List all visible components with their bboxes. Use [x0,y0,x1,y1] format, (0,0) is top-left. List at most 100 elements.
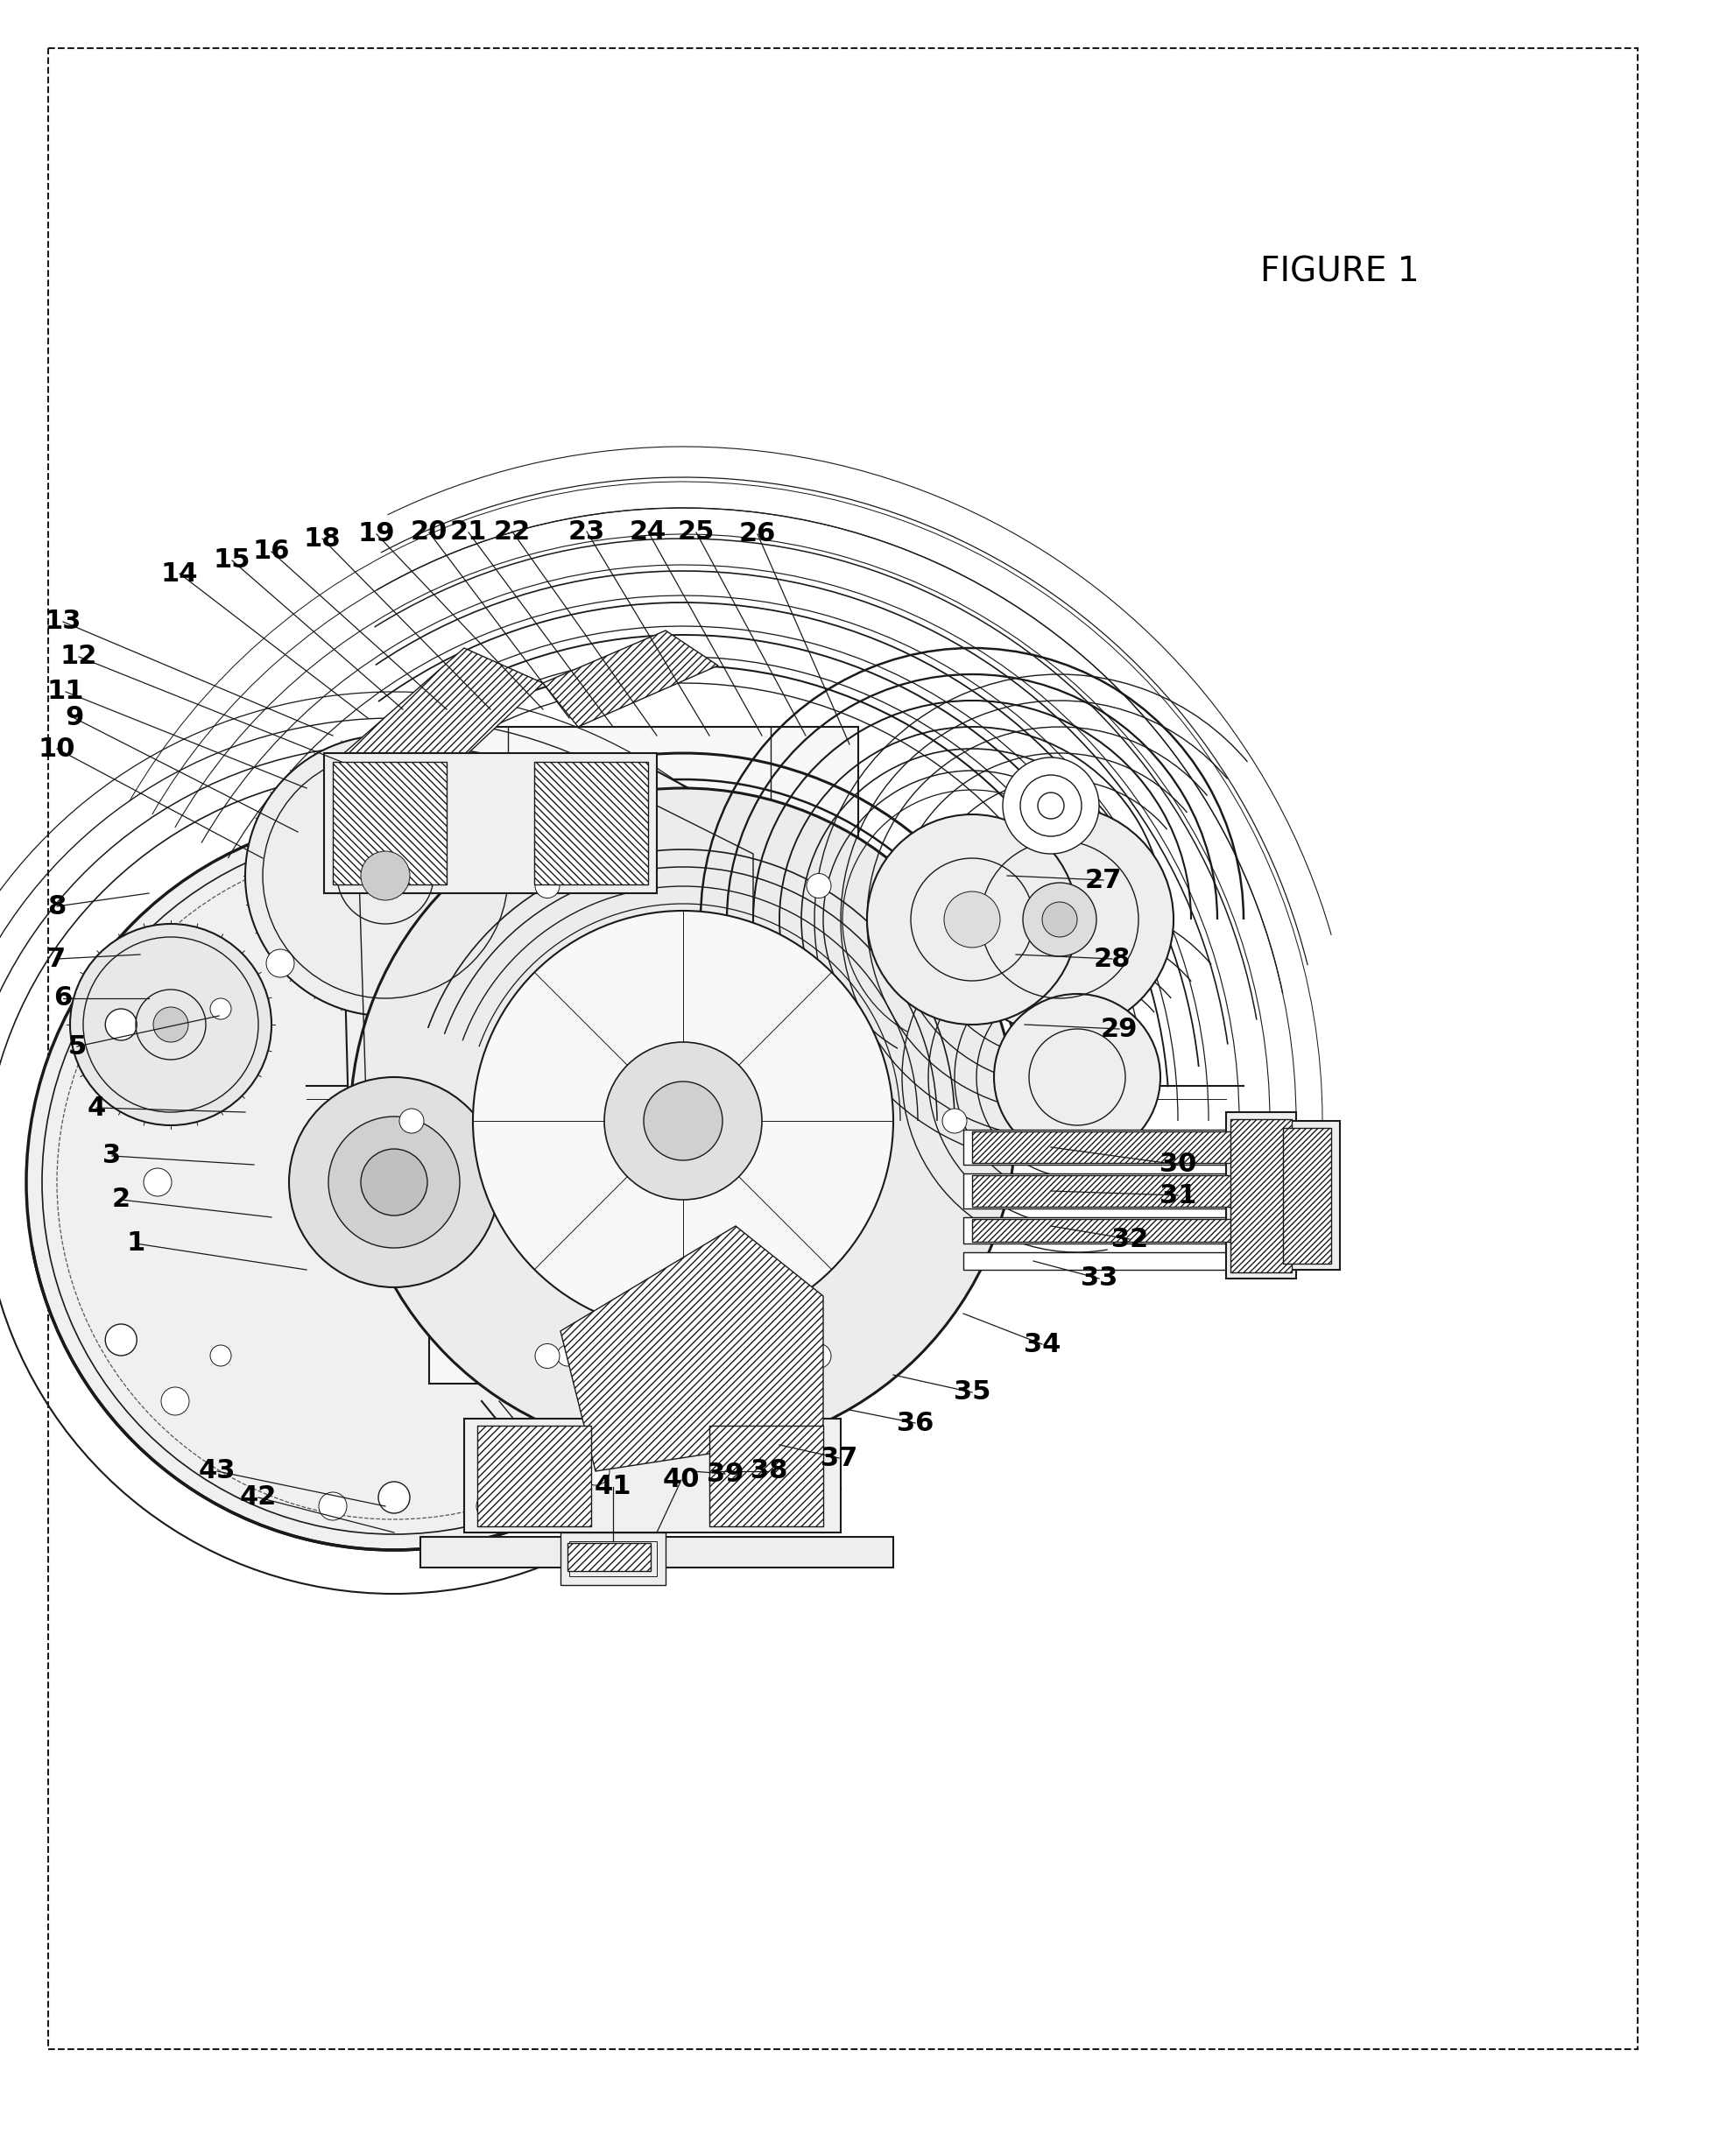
Circle shape [210,1345,231,1367]
Text: 32: 32 [1111,1227,1148,1253]
Circle shape [361,1149,427,1216]
Text: 1: 1 [127,1231,146,1257]
Polygon shape [428,727,858,1384]
Circle shape [1020,774,1080,837]
Text: 33: 33 [1080,1266,1117,1291]
Text: 7: 7 [47,946,66,972]
Text: 10: 10 [38,735,76,761]
Text: 11: 11 [47,679,85,705]
Text: 8: 8 [47,895,66,918]
Circle shape [328,1117,460,1248]
Text: 35: 35 [954,1380,990,1406]
Circle shape [650,1009,683,1041]
Bar [333,761,446,884]
Circle shape [473,910,893,1330]
Circle shape [943,890,999,946]
Text: 39: 39 [706,1462,744,1485]
Polygon shape [560,1533,666,1585]
Text: 30: 30 [1158,1151,1196,1177]
Text: 40: 40 [662,1468,699,1492]
Circle shape [1002,757,1099,854]
Circle shape [161,1386,189,1414]
Circle shape [477,1492,505,1520]
Circle shape [319,1492,347,1520]
Text: 6: 6 [54,985,73,1011]
Circle shape [399,1108,423,1134]
Text: 22: 22 [494,520,531,543]
Text: 29: 29 [1099,1015,1138,1041]
Text: 14: 14 [161,561,198,586]
Circle shape [26,815,761,1550]
Circle shape [603,1041,761,1199]
Circle shape [534,873,560,899]
Circle shape [69,925,271,1125]
Text: 34: 34 [1023,1332,1059,1356]
Polygon shape [342,761,770,1181]
Text: FIGURE 1: FIGURE 1 [1259,254,1418,289]
Bar [709,1425,824,1526]
Bar [971,1175,1235,1207]
Text: 21: 21 [449,520,487,545]
Circle shape [945,806,1172,1033]
Circle shape [1042,901,1077,938]
Circle shape [650,1324,683,1356]
Polygon shape [543,630,718,727]
Text: 24: 24 [629,520,666,543]
Text: 25: 25 [678,520,714,545]
Circle shape [350,789,1016,1453]
Polygon shape [962,1130,1243,1164]
Circle shape [1023,882,1096,957]
Polygon shape [962,1173,1243,1210]
Circle shape [534,1343,560,1369]
Text: 4: 4 [87,1095,106,1121]
Circle shape [581,1457,609,1485]
Circle shape [806,1343,831,1369]
Text: 5: 5 [68,1033,87,1059]
Bar [1283,1128,1330,1263]
Text: 9: 9 [66,705,83,731]
Text: 16: 16 [253,539,290,565]
Text: 28: 28 [1092,946,1131,972]
Text: 37: 37 [820,1445,857,1470]
Text: 2: 2 [111,1188,130,1212]
Text: 3: 3 [102,1143,121,1169]
Bar [567,1544,650,1572]
Polygon shape [420,1537,893,1567]
Text: 36: 36 [896,1410,933,1436]
Text: 26: 26 [739,522,775,548]
Polygon shape [324,649,543,815]
Text: 38: 38 [751,1457,787,1483]
Bar [971,1218,1235,1242]
Polygon shape [560,1227,824,1470]
Circle shape [106,1009,137,1041]
Circle shape [942,1108,966,1134]
Polygon shape [962,1253,1243,1270]
Circle shape [378,1481,409,1514]
Circle shape [994,994,1160,1160]
Text: 42: 42 [239,1485,277,1509]
Bar [971,1132,1235,1162]
Circle shape [557,998,577,1020]
Circle shape [806,873,831,899]
Circle shape [290,1078,499,1287]
Text: 41: 41 [595,1475,631,1501]
Circle shape [557,1345,577,1367]
Text: 18: 18 [303,526,340,552]
Text: 20: 20 [411,520,447,545]
Polygon shape [324,752,657,893]
Circle shape [244,735,525,1015]
Circle shape [153,1007,189,1041]
Circle shape [1037,793,1063,819]
Circle shape [643,1082,721,1160]
Text: 27: 27 [1084,867,1122,893]
Circle shape [265,949,295,977]
Circle shape [210,998,231,1020]
Text: 15: 15 [213,548,250,573]
Bar [1229,1119,1292,1272]
Polygon shape [1278,1121,1339,1270]
Polygon shape [465,1419,841,1533]
Circle shape [867,815,1077,1024]
Circle shape [361,852,409,901]
Text: 31: 31 [1158,1184,1196,1207]
Circle shape [144,1169,172,1197]
